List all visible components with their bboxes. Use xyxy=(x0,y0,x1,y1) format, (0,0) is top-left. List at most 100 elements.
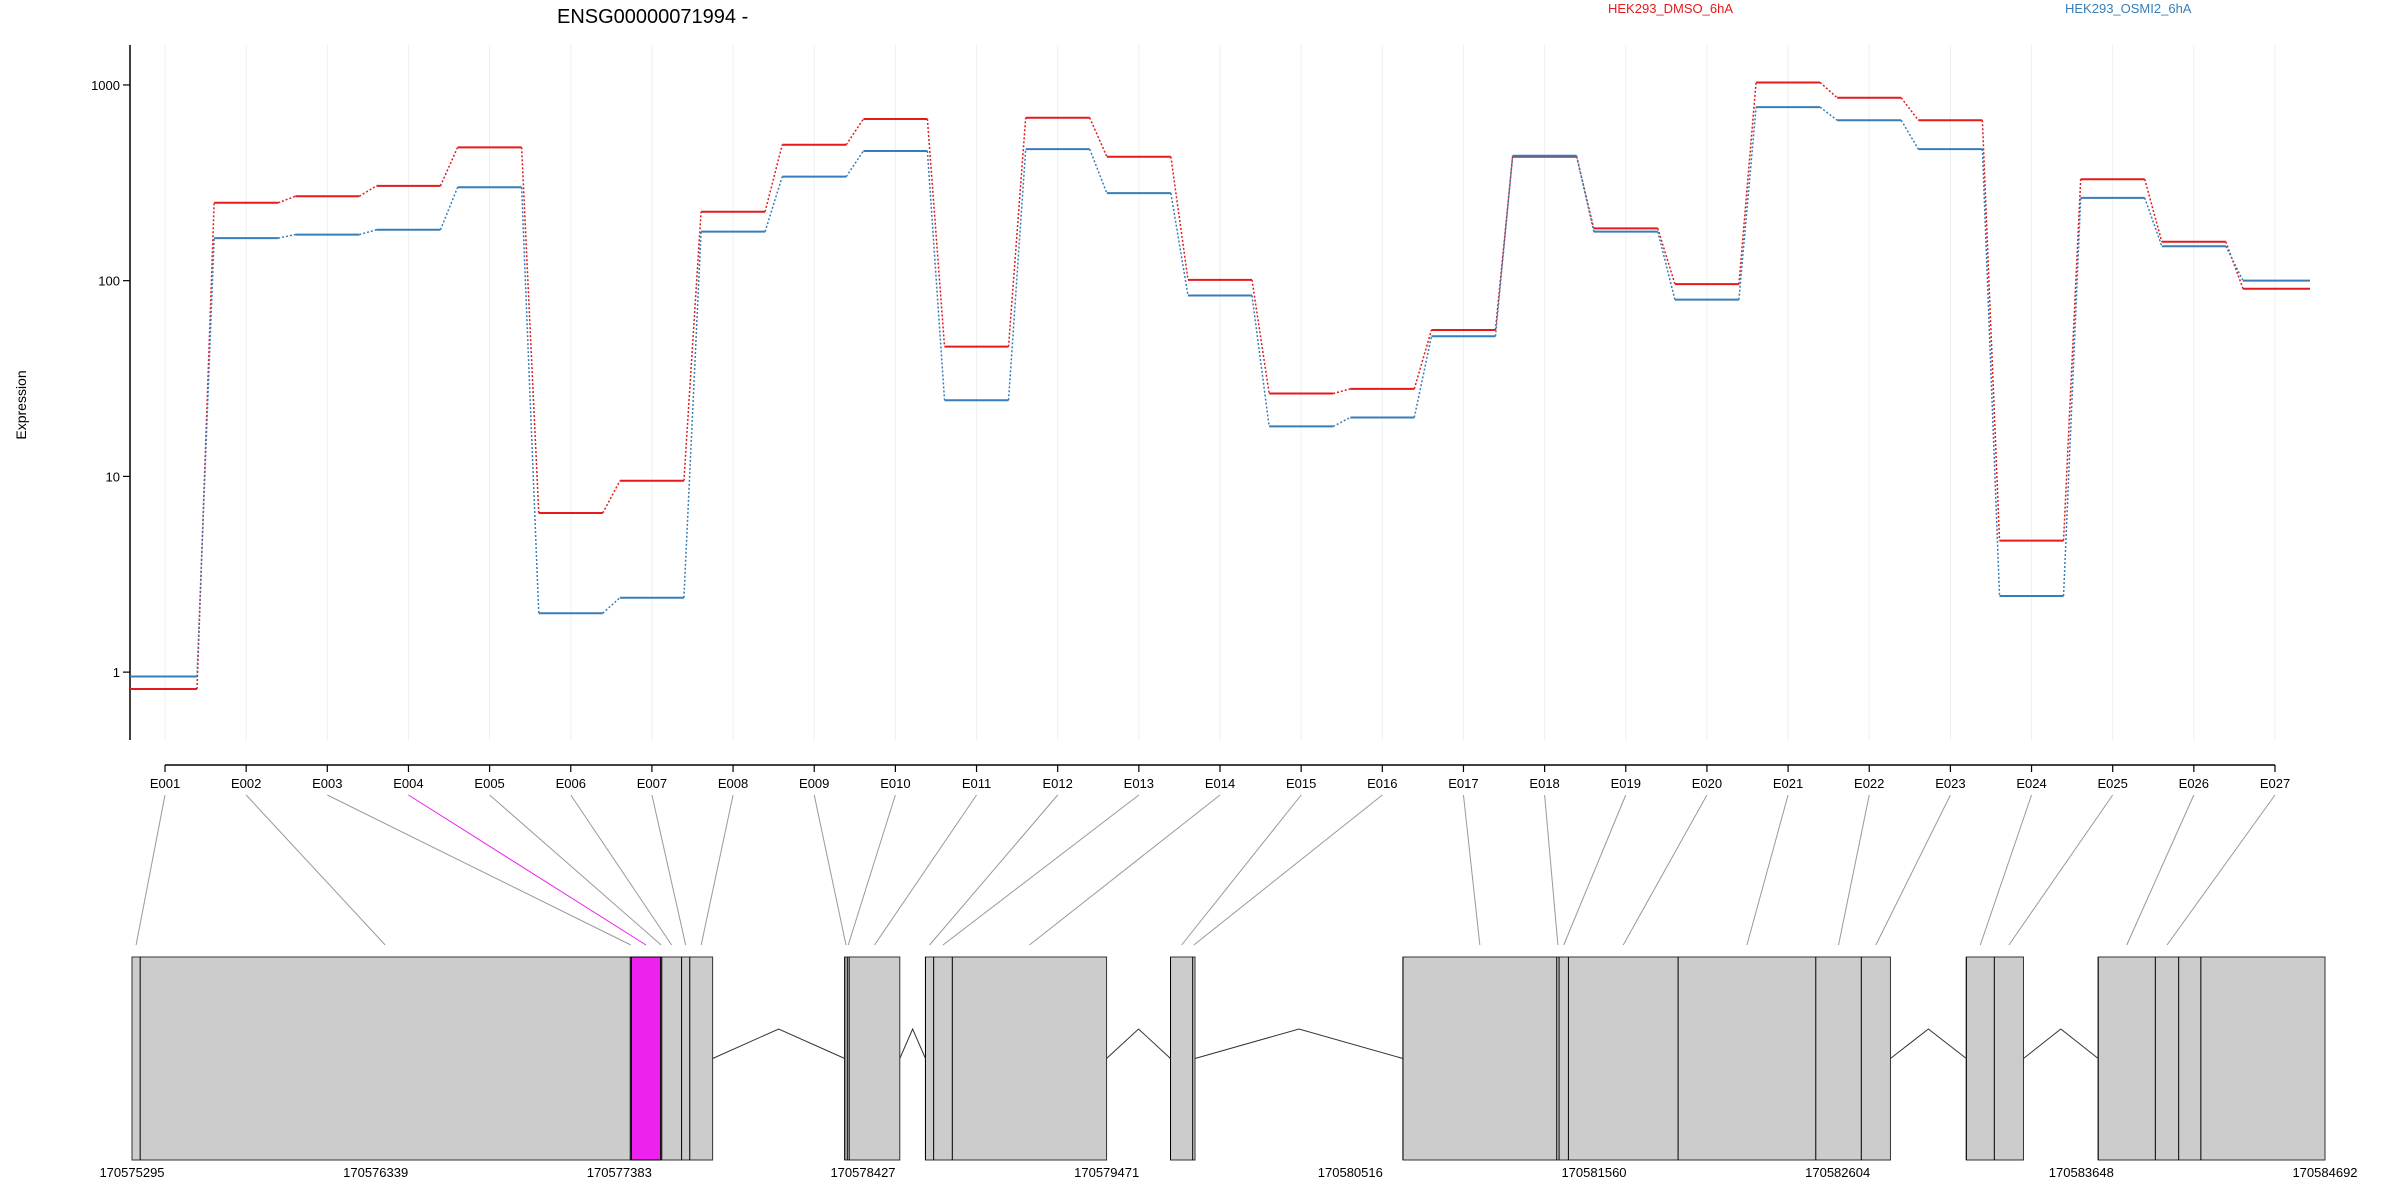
exon-connector xyxy=(570,794,673,946)
series-connector xyxy=(1981,120,2001,541)
series-connector xyxy=(1007,149,1027,401)
x-tick-label: E027 xyxy=(2260,776,2290,791)
x-tick-label: E010 xyxy=(880,776,910,791)
exon-connector xyxy=(1563,794,1627,946)
exon-connector xyxy=(1181,794,1302,946)
genomic-tick-label: 170581560 xyxy=(1561,1165,1626,1180)
intron-line xyxy=(712,1028,845,1059)
series-connector xyxy=(683,231,702,598)
series-connector xyxy=(2143,197,2163,247)
x-tick-label: E020 xyxy=(1692,776,1722,791)
x-tick-label: E014 xyxy=(1205,776,1235,791)
series-connector xyxy=(1575,155,1595,232)
series-connector xyxy=(277,195,296,204)
series-connector xyxy=(520,147,540,514)
exon-connector xyxy=(1875,794,1951,946)
exon-connector xyxy=(1622,794,1708,946)
exon-connector xyxy=(2126,794,2195,946)
exon-connector xyxy=(1838,794,1870,946)
y-tick-label: 1000 xyxy=(91,78,120,93)
series-connector xyxy=(1819,81,1838,99)
series-connector xyxy=(1494,156,1514,331)
genomic-tick-label: 170579471 xyxy=(1074,1165,1139,1180)
exon-connector xyxy=(327,794,632,946)
exon-connector xyxy=(2166,794,2276,946)
axes: 1 10 100 1000 xyxy=(91,45,131,740)
series-connector xyxy=(1332,416,1351,428)
genomic-tick-label: 170583648 xyxy=(2049,1165,2114,1180)
series-connector xyxy=(520,187,540,614)
genomic-tick-label: 170584692 xyxy=(2292,1165,2357,1180)
x-tick-label: E019 xyxy=(1611,776,1641,791)
x-tick-label: E008 xyxy=(718,776,748,791)
series-connector xyxy=(602,480,621,514)
x-tick-label: E001 xyxy=(150,776,180,791)
genomic-tick-label: 170580516 xyxy=(1318,1165,1383,1180)
series-connector xyxy=(1170,156,1189,280)
series-connector xyxy=(1413,329,1433,390)
x-tick-label: E015 xyxy=(1286,776,1316,791)
exon-connectors xyxy=(135,794,2276,946)
x-tick-label: E007 xyxy=(637,776,667,791)
exon-block xyxy=(844,956,901,1161)
intron-line xyxy=(1890,1028,1967,1059)
exon-connector xyxy=(1029,794,1221,946)
x-tick-label: E009 xyxy=(799,776,829,791)
genomic-tick-label: 170578427 xyxy=(830,1165,895,1180)
x-tick-label: E011 xyxy=(962,776,991,791)
exon-connector xyxy=(489,794,662,946)
intron-line xyxy=(899,1027,926,1059)
x-tick-label: E025 xyxy=(2098,776,2128,791)
series-connector xyxy=(1170,193,1189,296)
exon-connector xyxy=(135,794,166,946)
exon-connector xyxy=(2008,794,2114,946)
series-connector xyxy=(683,211,702,481)
gene-model: 170575295 170576339 170577383 170578427 1705… xyxy=(99,956,2358,1180)
series-connector xyxy=(358,185,377,197)
series-connector xyxy=(359,229,377,236)
series-connector xyxy=(926,150,946,401)
exon-block xyxy=(1170,956,1196,1161)
x-tick-label: E006 xyxy=(556,776,586,791)
series-connector xyxy=(2225,245,2244,282)
x-tick-label: E022 xyxy=(1854,776,1884,791)
series-connector xyxy=(1007,117,1027,347)
exon-block xyxy=(2097,956,2326,1161)
series-connector xyxy=(1089,117,1108,157)
x-tick-label: E018 xyxy=(1529,776,1559,791)
series-connector xyxy=(2062,179,2082,541)
series-connector xyxy=(1900,97,1919,121)
exon-connector xyxy=(942,794,1140,946)
genomic-tick-label: 170577383 xyxy=(587,1165,652,1180)
exon-connector xyxy=(245,794,386,946)
grid-lines xyxy=(164,45,2276,740)
series-connector xyxy=(2062,197,2082,596)
exon-block xyxy=(131,956,714,1161)
x-tick-label: E004 xyxy=(393,776,423,791)
series-connector xyxy=(1413,336,1433,418)
x-tick-label: E013 xyxy=(1124,776,1154,791)
intron-line xyxy=(2023,1028,2099,1059)
exon-connector xyxy=(929,794,1059,946)
series-connector xyxy=(1332,388,1351,395)
highlighted-exon xyxy=(630,956,662,1161)
legend-entry-dmso: HEK293_DMSO_6hA xyxy=(1608,1,1733,16)
series-connector xyxy=(764,176,783,232)
series-osmi2 xyxy=(130,106,2310,678)
intron-line xyxy=(1194,1028,1404,1059)
exon-connector xyxy=(1462,794,1481,946)
x-tick-label: E024 xyxy=(2016,776,2046,791)
exon-connector xyxy=(1544,794,1559,946)
chart-title: ENSG00000071994 - xyxy=(557,6,748,28)
exon-axis: E001 E002 E003 E004 E005 E006 E007 E008 E009 E010… xyxy=(150,764,2290,791)
x-tick-label: E016 xyxy=(1367,776,1397,791)
series-connector xyxy=(1251,279,1270,394)
x-tick-label: E017 xyxy=(1448,776,1478,791)
series-connector xyxy=(602,597,621,614)
x-tick-label: E012 xyxy=(1043,776,1073,791)
genomic-tick-label: 170575295 xyxy=(99,1165,164,1180)
x-tick-label: E026 xyxy=(2179,776,2209,791)
exon-connector xyxy=(1193,794,1383,946)
exon-block xyxy=(1965,956,2024,1161)
exon-connector xyxy=(700,794,734,946)
